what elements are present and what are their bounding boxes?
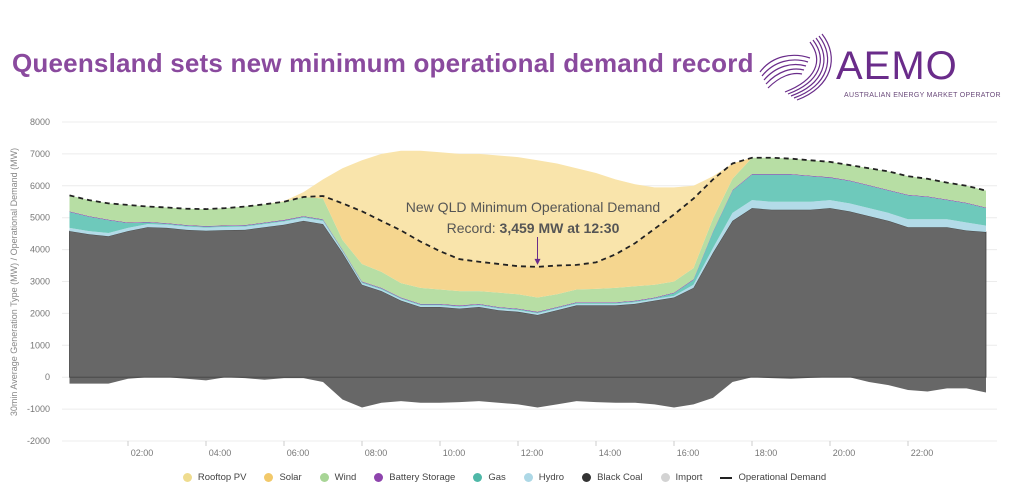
legend-item-solar[interactable]: Solar xyxy=(264,472,302,483)
legend-dot-icon xyxy=(264,473,274,482)
aemo-logo: AEMO AUSTRALIAN ENERGY MARKET OPERATOR xyxy=(752,32,1002,107)
y-tick-label: 8000 xyxy=(30,117,50,127)
annotation-line2: Record: 3,459 MW at 12:30 xyxy=(447,220,620,236)
area-rooftop-pv xyxy=(69,150,986,267)
y-tick-label: 3000 xyxy=(30,277,50,287)
annotation-prefix: Record: xyxy=(447,220,500,236)
y-tick-label: 1000 xyxy=(30,340,50,350)
x-tick-label: 10:00 xyxy=(443,448,466,458)
y-tick-labels: 8000 7000 6000 5000 4000 3000 2000 1000 0 -1000 -2… xyxy=(27,117,50,446)
legend-item-battery-storage[interactable]: Battery Storage xyxy=(374,472,455,483)
legend-label: Black Coal xyxy=(597,472,643,483)
legend-dot-icon xyxy=(582,473,592,482)
x-tick-label: 04:00 xyxy=(209,448,232,458)
logo-subtitle: AUSTRALIAN ENERGY MARKET OPERATOR xyxy=(844,92,1001,99)
legend-item-operational-demand[interactable]: Operational Demand xyxy=(720,472,826,483)
legend-label: Import xyxy=(675,472,703,483)
stacked-areas xyxy=(69,150,987,408)
legend-dot-icon xyxy=(523,473,533,482)
aemo-swoosh-icon xyxy=(759,33,832,101)
y-tick-label: 7000 xyxy=(30,149,50,159)
legend-label: Hydro xyxy=(538,472,565,483)
x-tick-label: 22:00 xyxy=(911,448,934,458)
y-tick-label: 5000 xyxy=(30,213,50,223)
x-tick-label: 02:00 xyxy=(131,448,154,458)
legend-label: Operational Demand xyxy=(738,472,827,483)
legend-dot-icon xyxy=(660,473,670,482)
x-tick-label: 16:00 xyxy=(677,448,700,458)
legend-label: Solar xyxy=(279,472,302,483)
generation-chart: 8000 7000 6000 5000 4000 3000 2000 1000 0 -1000 -2… xyxy=(9,117,997,458)
legend-dot-icon xyxy=(319,473,329,482)
y-tick-label: 4000 xyxy=(30,245,50,255)
legend-dot-icon xyxy=(374,473,384,482)
legend-item-gas[interactable]: Gas xyxy=(473,472,506,483)
x-tick-labels: 02:00 04:00 06:00 08:00 10:00 12:00 14:00 16:00… xyxy=(127,441,934,458)
x-tick-label: 14:00 xyxy=(599,448,622,458)
legend-label: Gas xyxy=(488,472,506,483)
logo-brand: AEMO xyxy=(836,44,958,88)
y-tick-label: 0 xyxy=(45,372,50,382)
annotation-record-value: 3,459 MW at 12:30 xyxy=(500,220,620,236)
area-import xyxy=(69,377,986,408)
legend-dot-icon xyxy=(473,473,483,482)
legend-item-black-coal[interactable]: Black Coal xyxy=(582,472,643,483)
x-tick-label: 18:00 xyxy=(755,448,778,458)
annotation: New QLD Minimum Operational Demand Recor… xyxy=(406,199,660,265)
page-title: Queensland sets new minimum operational … xyxy=(12,48,754,78)
legend-item-import[interactable]: Import xyxy=(660,472,703,483)
legend-label: Rooftop PV xyxy=(197,472,247,483)
legend-item-rooftop-pv[interactable]: Rooftop PV xyxy=(182,472,247,483)
x-tick-label: 06:00 xyxy=(287,448,310,458)
y-tick-label: 6000 xyxy=(30,181,50,191)
x-tick-label: 12:00 xyxy=(521,448,544,458)
area-solar xyxy=(69,157,986,298)
annotation-arrowhead-icon xyxy=(534,258,541,265)
legend-dot-icon xyxy=(182,473,192,482)
x-tick-label: 20:00 xyxy=(833,448,856,458)
legend-item-wind[interactable]: Wind xyxy=(319,472,357,483)
y-tick-label: -2000 xyxy=(27,436,50,446)
legend-label: Battery Storage xyxy=(389,472,456,483)
legend-label: Wind xyxy=(334,472,357,483)
y-axis-title: 30min Average Generation Type (MW) / Ope… xyxy=(9,148,19,416)
dashed-line-icon xyxy=(720,476,733,479)
chart-legend: Rooftop PV Solar Wind Battery Storage Gas Hyd… xyxy=(0,472,1009,483)
x-tick-label: 08:00 xyxy=(365,448,388,458)
annotation-line1: New QLD Minimum Operational Demand xyxy=(406,199,660,215)
y-tick-label: 2000 xyxy=(30,308,50,318)
operational-demand-line xyxy=(69,156,987,268)
legend-item-hydro[interactable]: Hydro xyxy=(523,472,565,483)
y-tick-label: -1000 xyxy=(27,404,50,414)
